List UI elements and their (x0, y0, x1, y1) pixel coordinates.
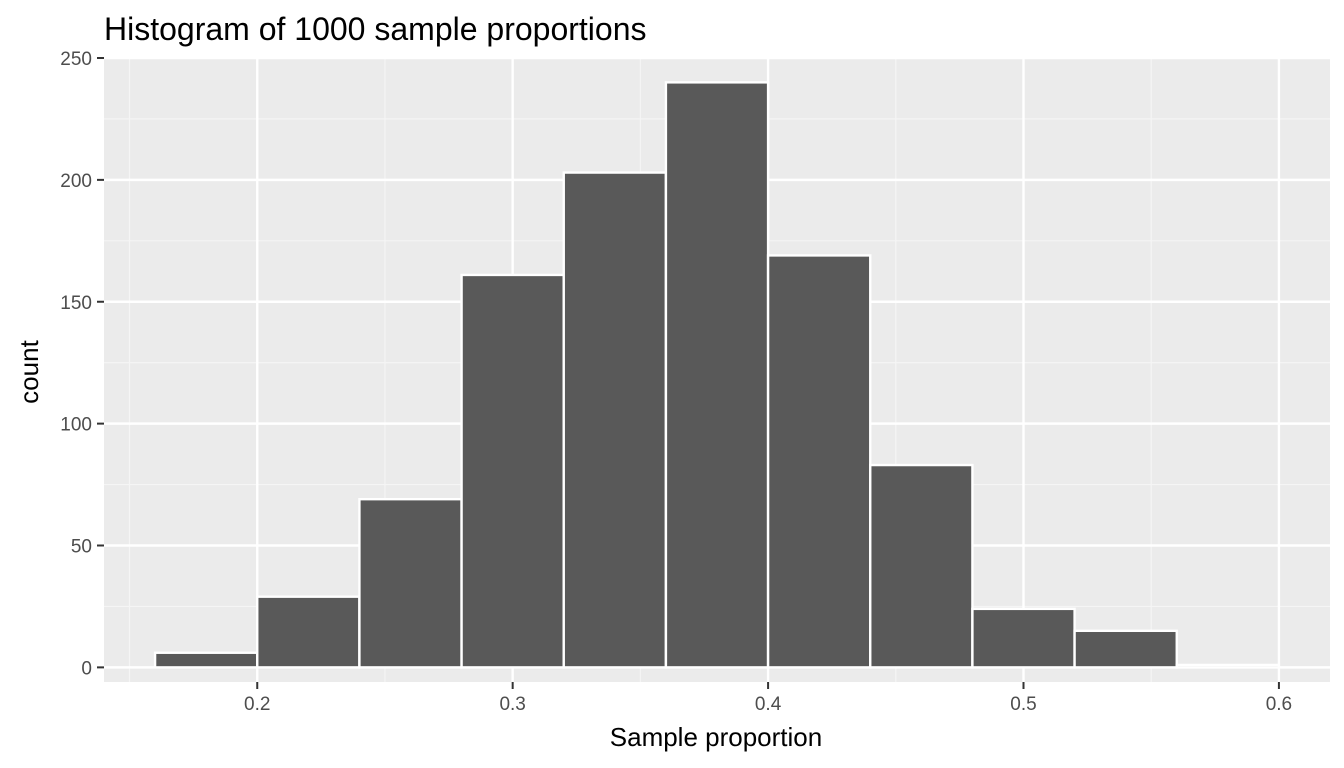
histogram-bar-7 (766, 254, 872, 669)
histogram-bar-8 (869, 463, 974, 669)
y-tick-label: 0 (81, 658, 92, 679)
y-axis: 0 50 100 150 200 250 (60, 49, 104, 679)
histogram-bar-5 (562, 171, 668, 669)
histogram-bar-4 (460, 273, 565, 669)
x-tick-label: 0.2 (244, 694, 270, 715)
chart-title: Histogram of 1000 sample proportions (104, 11, 647, 47)
x-tick-label: 0.6 (1266, 694, 1292, 715)
y-tick-label: 50 (71, 537, 92, 558)
histogram-bar-11 (1175, 663, 1281, 669)
y-tick-label: 200 (60, 171, 92, 192)
x-tick-label: 0.4 (755, 694, 782, 715)
histogram-bars (153, 81, 1281, 669)
y-tick-label: 150 (60, 293, 92, 314)
histogram-bar-1 (153, 651, 259, 669)
y-tick-label: 250 (60, 49, 92, 70)
x-axis: 0.2 0.3 0.4 0.5 0.6 (244, 682, 1292, 715)
y-axis-title: count (14, 339, 44, 403)
x-tick-label: 0.3 (499, 694, 525, 715)
y-tick-label: 100 (60, 415, 92, 436)
histogram-bar-9 (971, 607, 1076, 669)
histogram-bar-6 (664, 81, 770, 669)
histogram-bar-3 (358, 497, 463, 669)
histogram-bar-10 (1073, 629, 1178, 669)
x-tick-label: 0.5 (1010, 694, 1036, 715)
histogram-bar-2 (256, 595, 361, 669)
x-axis-title: Sample proportion (610, 722, 822, 752)
